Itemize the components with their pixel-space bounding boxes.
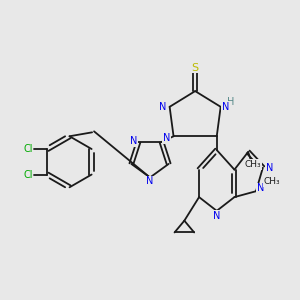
Text: N: N xyxy=(159,102,166,112)
Text: N: N xyxy=(266,163,273,173)
Text: CH₃: CH₃ xyxy=(245,160,261,169)
Text: N: N xyxy=(222,102,229,112)
Text: N: N xyxy=(130,136,137,146)
Text: Cl: Cl xyxy=(23,144,32,154)
Text: H: H xyxy=(227,97,234,107)
Text: S: S xyxy=(192,63,199,73)
Text: Cl: Cl xyxy=(23,169,32,179)
Text: CH₃: CH₃ xyxy=(263,177,280,186)
Text: N: N xyxy=(257,183,265,193)
Text: N: N xyxy=(213,211,220,221)
Text: N: N xyxy=(146,176,154,186)
Text: N: N xyxy=(163,133,170,143)
